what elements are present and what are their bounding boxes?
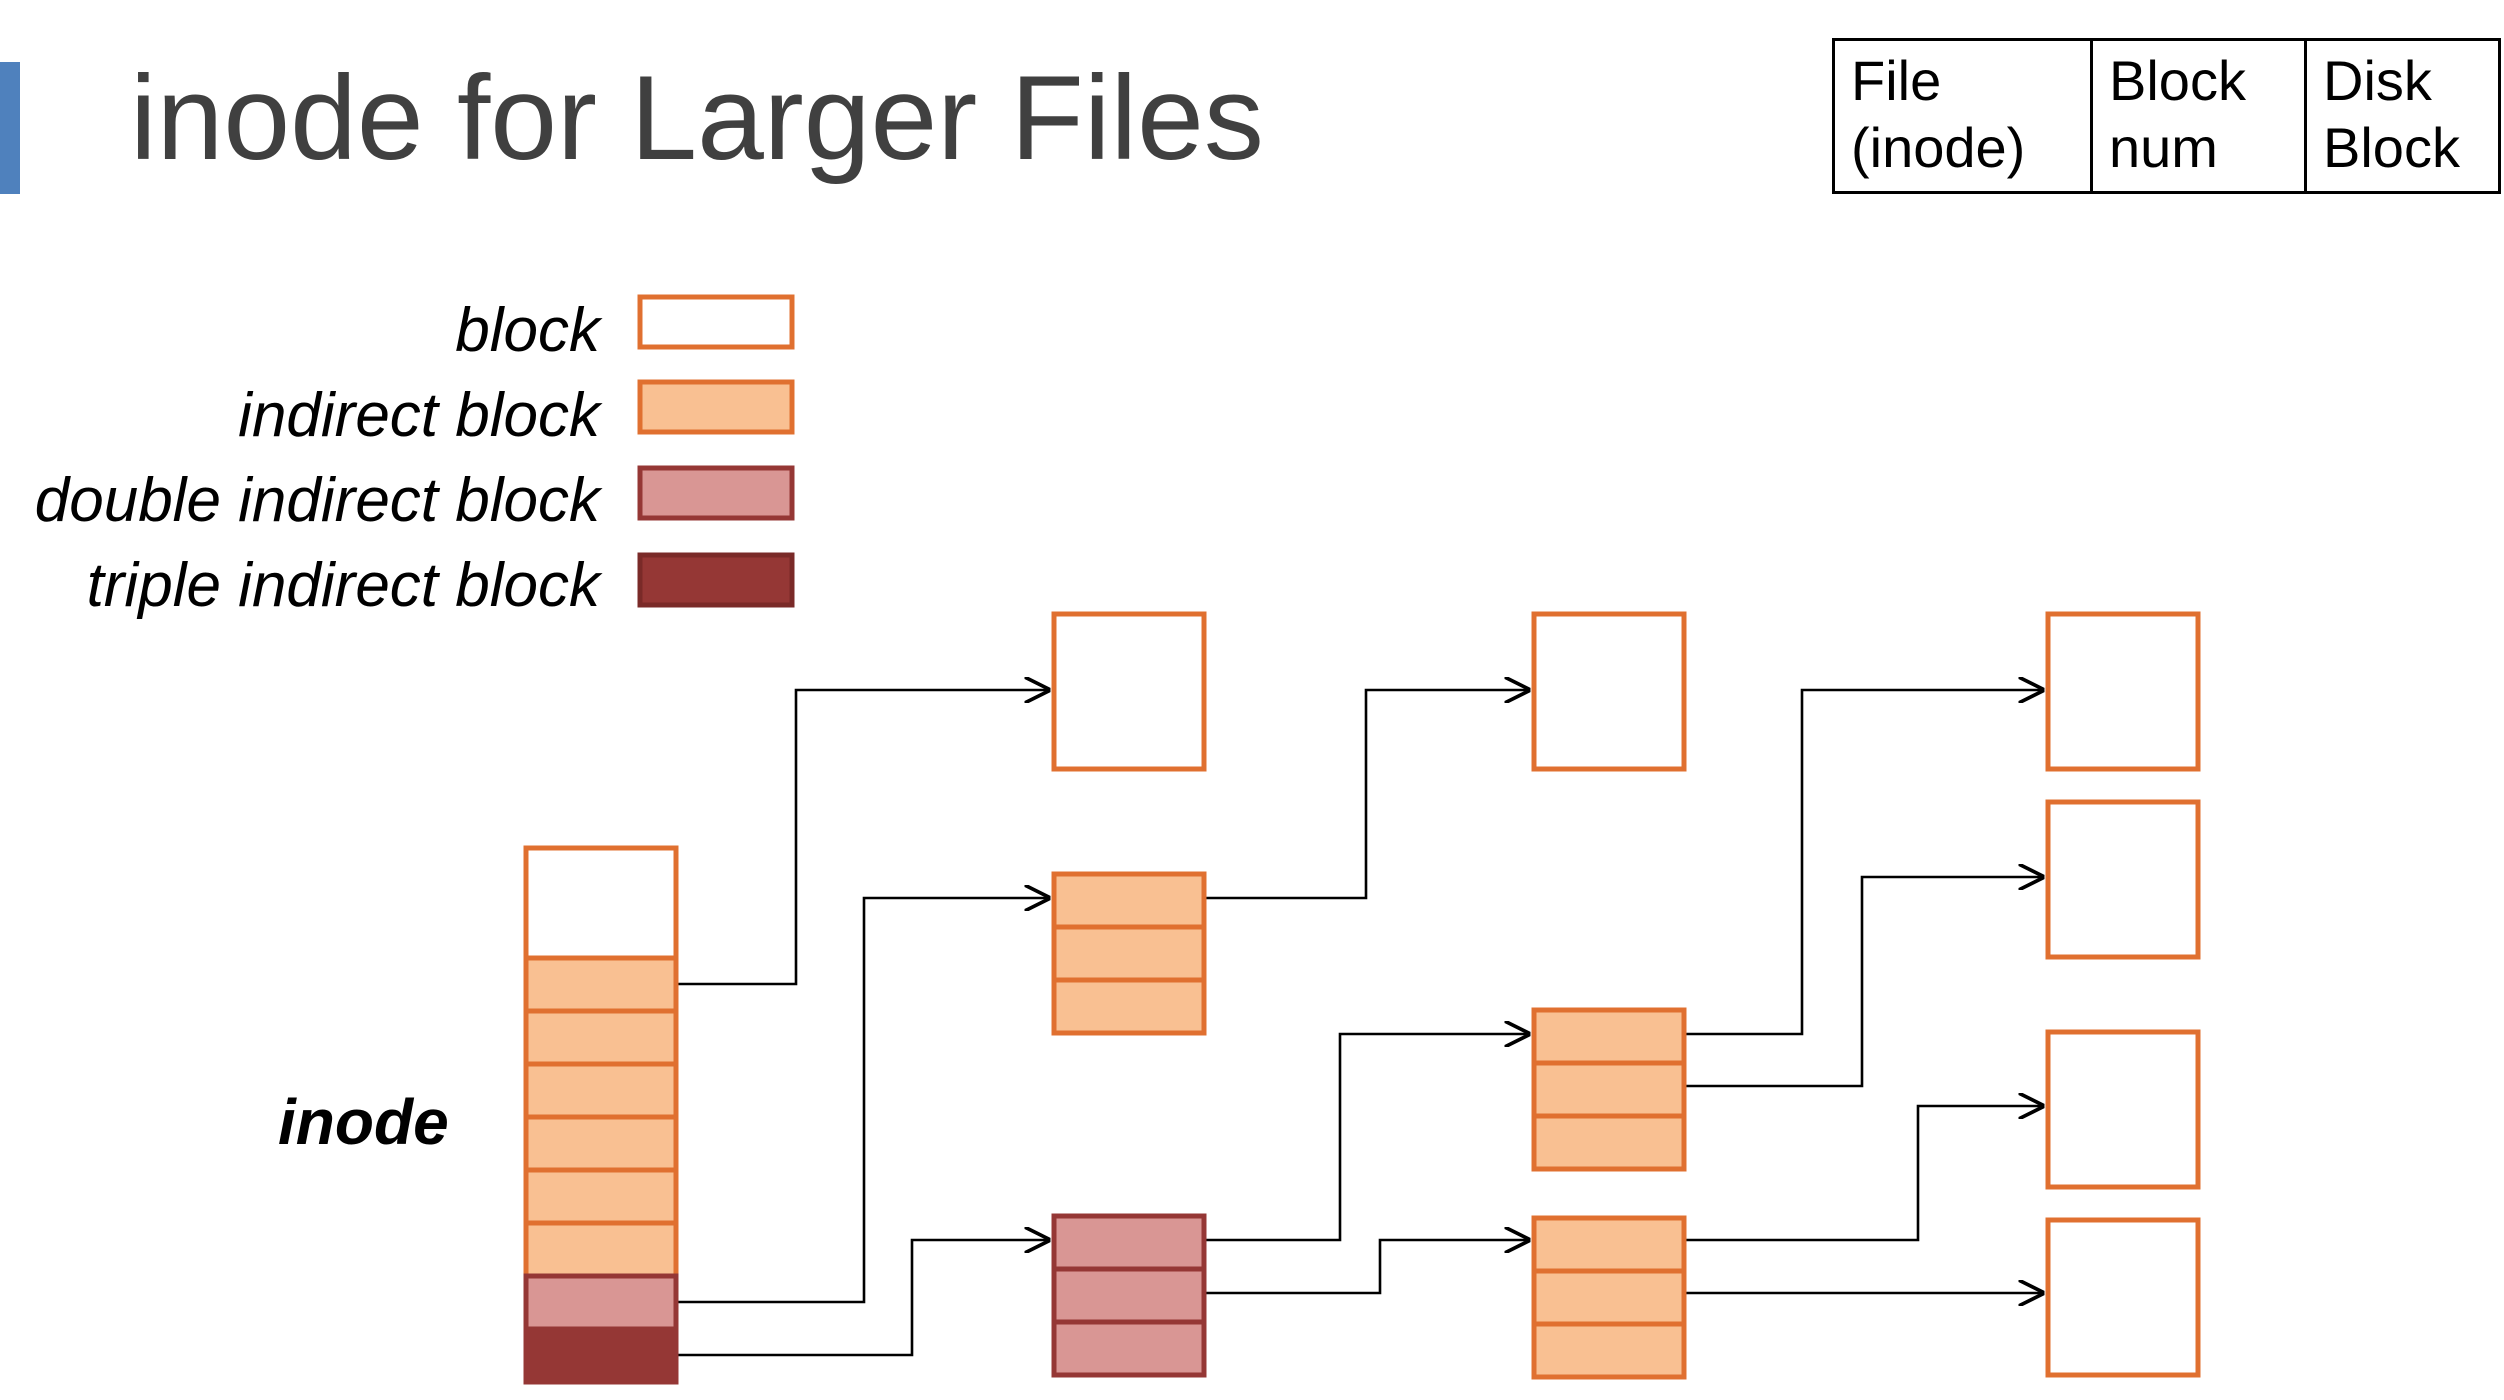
blocks [526,614,2198,1382]
indirect-block-slot [1534,1271,1684,1324]
legend-swatch-block [640,297,792,347]
legend-swatches [640,297,792,605]
inode-indirect-slot [526,1117,676,1170]
pointer-arrow [1204,1034,1528,1240]
double-indirect-block-slot [1054,1269,1204,1322]
inode-indirect-slot [526,1011,676,1064]
inode-indirect-slot [526,958,676,1011]
inode-indirect-slot [526,1223,676,1276]
pointer-arrow [1204,690,1528,898]
indirect-block-slot [1054,980,1204,1033]
legend-swatch-double-indirect-block [640,468,792,518]
inode-indirect-slot [526,1064,676,1117]
double-indirect-block-slot [1054,1322,1204,1375]
indirect-block-slot [1534,1324,1684,1377]
pointer-arrow [676,898,1048,1302]
pointer-arrow [1684,877,2042,1086]
data-block [2048,802,2198,957]
indirect-block-slot [1054,874,1204,927]
inode-double-indirect-slot [526,1276,676,1329]
legend-swatch-triple-indirect-block [640,555,792,605]
pointer-arrow [1204,1240,1528,1293]
indirect-block-slot [1054,927,1204,980]
indirect-block-slot [1534,1218,1684,1271]
double-indirect-block-slot [1054,1216,1204,1269]
indirect-block-slot [1534,1063,1684,1116]
data-block [1054,614,1204,769]
data-block [2048,1220,2198,1375]
connectors [676,690,2042,1355]
indirect-block-slot [1534,1010,1684,1063]
data-block [2048,1032,2198,1187]
data-block [2048,614,2198,769]
pointer-arrow [676,690,1048,984]
inode-triple-indirect-slot [526,1329,676,1382]
pointer-arrow [676,1240,1048,1355]
indirect-block-slot [1534,1116,1684,1169]
legend-swatch-indirect-block [640,382,792,432]
pointer-arrow [1684,1106,2042,1240]
inode-indirect-slot [526,1170,676,1223]
inode-direct-slot [526,848,676,958]
data-block [1534,614,1684,769]
